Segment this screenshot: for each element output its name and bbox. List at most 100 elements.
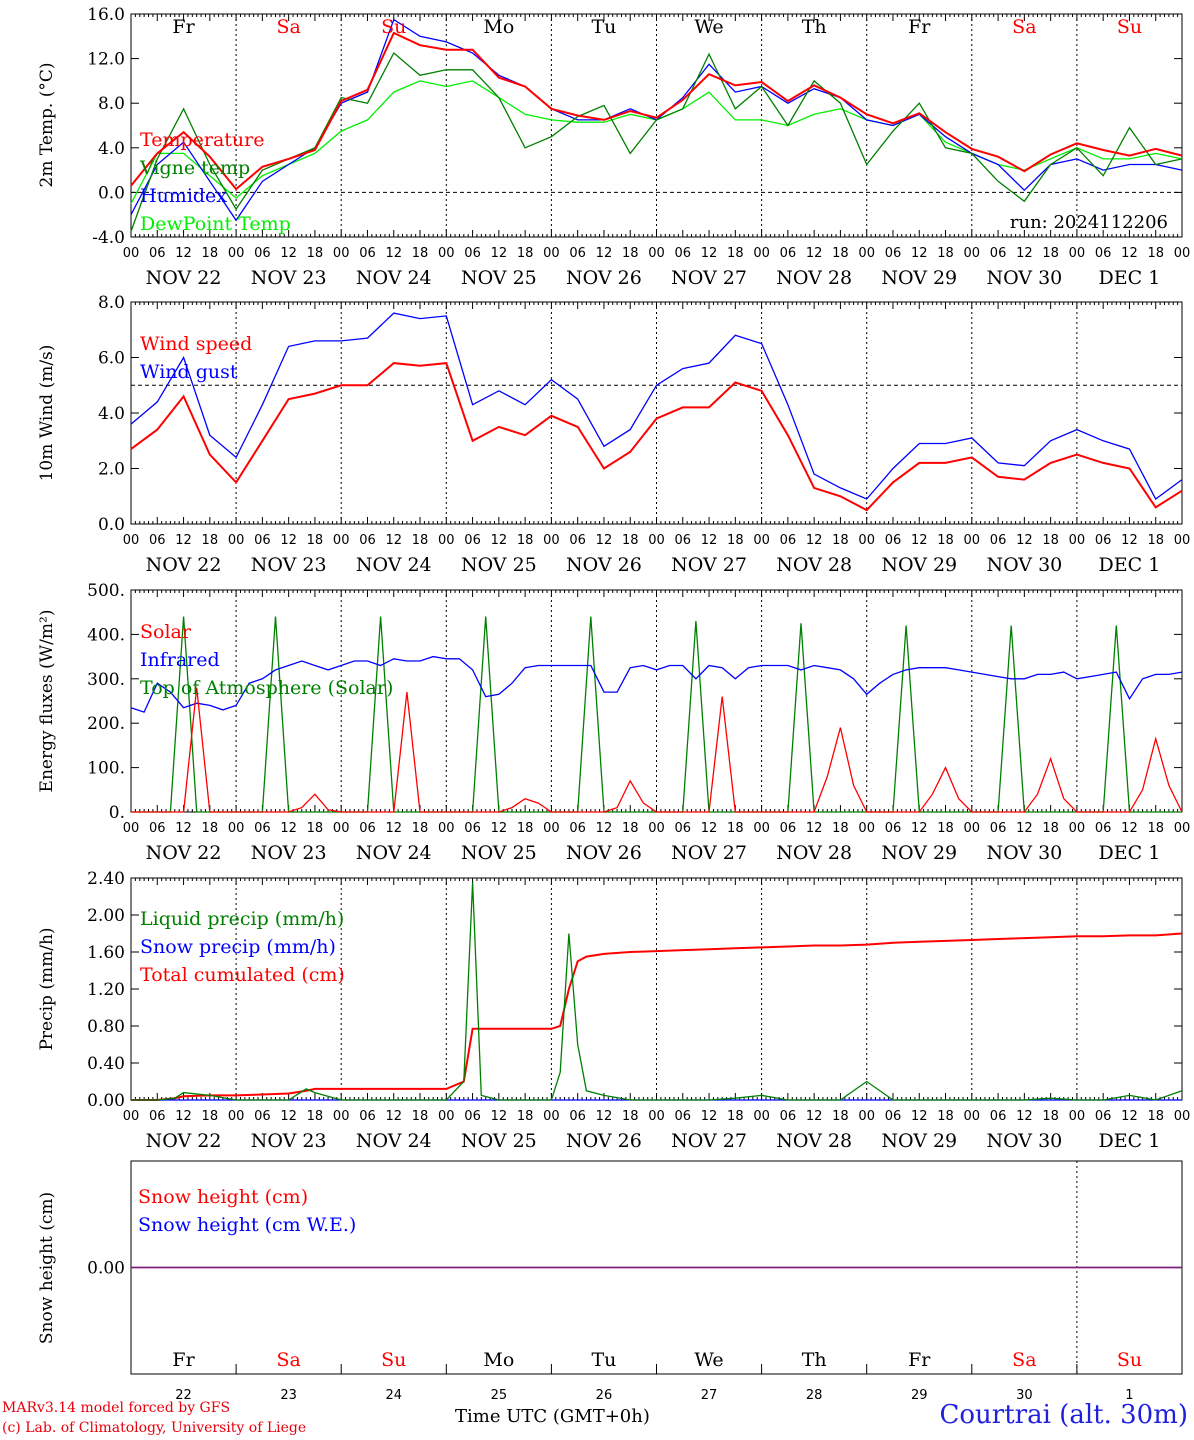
precip-date-label: NOV 25 (461, 1130, 537, 1152)
energy-hour-tick-label: 18 (937, 821, 954, 836)
temperature-ytick-label: 16.0 (87, 5, 125, 25)
temperature-hour-tick-label: 12 (491, 246, 508, 261)
temperature-hour-tick-label: 12 (175, 246, 192, 261)
precip-hour-tick-label: 06 (254, 1109, 271, 1124)
temperature-date-label: NOV 30 (986, 267, 1062, 289)
precip-hour-tick-label: 18 (202, 1109, 219, 1124)
wind-series-wind-speed (130, 362, 1183, 512)
precip-hour-tick-label: 06 (569, 1109, 586, 1124)
weekday-label-top: Su (1117, 16, 1142, 38)
snow-legend-1: Snow height (cm W.E.) (138, 1214, 356, 1236)
wind-hour-tick-label: 00 (438, 533, 455, 548)
wind-hour-tick-label: 18 (622, 533, 639, 548)
energy-date-label: NOV 27 (671, 842, 747, 864)
temperature-hour-tick-label: 00 (753, 246, 770, 261)
energy-hour-tick-label: 00 (1174, 821, 1191, 836)
temperature-series-temperature (130, 31, 1183, 191)
precip-hour-tick-label: 06 (990, 1109, 1007, 1124)
precip-ytick-label: 0.00 (87, 1091, 125, 1111)
temperature-legend-3: DewPoint Temp (140, 213, 291, 235)
energy-date-label: NOV 30 (986, 842, 1062, 864)
temperature-hour-tick-label: 06 (1095, 246, 1112, 261)
precip-hour-tick-label: 12 (806, 1109, 823, 1124)
weekday-label-bottom: Fr (908, 1349, 931, 1371)
temperature-hour-tick-label: 12 (280, 246, 297, 261)
energy-date-label: DEC 1 (1099, 842, 1161, 864)
temperature-hour-tick-label: 06 (359, 246, 376, 261)
wind-ytick-label: 2.0 (98, 460, 125, 480)
wind-hour-tick-label: 12 (911, 533, 928, 548)
precip-date-label: NOV 30 (986, 1130, 1062, 1152)
wind-hour-tick-label: 06 (675, 533, 692, 548)
weekday-label-bottom: We (694, 1349, 723, 1371)
temperature-hour-tick-label: 12 (1121, 246, 1138, 261)
precip-hour-tick-label: 06 (359, 1109, 376, 1124)
temperature-hour-tick-label: 12 (596, 246, 613, 261)
precip-ylabel: Precip (mm/h) (37, 927, 57, 1050)
precip-hour-tick-label: 12 (385, 1109, 402, 1124)
wind-hour-tick-label: 18 (517, 533, 534, 548)
energy-date-label: NOV 22 (146, 842, 222, 864)
energy-hour-tick-label: 00 (1069, 821, 1086, 836)
energy-date-label: NOV 28 (776, 842, 852, 864)
weekday-label-top: Tu (591, 16, 616, 38)
precip-date-label: NOV 26 (566, 1130, 642, 1152)
precip-hour-tick-label: 18 (517, 1109, 534, 1124)
energy-legend-1: Infrared (140, 649, 220, 671)
temperature-hour-tick-label: 06 (990, 246, 1007, 261)
energy-hour-tick-label: 06 (1095, 821, 1112, 836)
wind-date-label: NOV 29 (881, 554, 957, 576)
precip-hour-tick-label: 12 (280, 1109, 297, 1124)
snow-ytick-label: 0.00 (87, 1259, 125, 1279)
energy-hour-tick-label: 18 (412, 821, 429, 836)
energy-hour-tick-label: 18 (1147, 821, 1164, 836)
precip-hour-tick-label: 00 (543, 1109, 560, 1124)
precip-ytick-label: 2.00 (87, 906, 125, 926)
energy-hour-tick-label: 00 (333, 821, 350, 836)
precip-hour-tick-label: 18 (1147, 1109, 1164, 1124)
energy-hour-tick-label: 12 (596, 821, 613, 836)
temperature-date-label: NOV 22 (146, 267, 222, 289)
precip-hour-tick-label: 06 (1095, 1109, 1112, 1124)
wind-date-label: NOV 30 (986, 554, 1062, 576)
precip-legend-1: Snow precip (mm/h) (140, 936, 336, 958)
wind-ytick-label: 8.0 (98, 293, 125, 313)
wind-date-label: DEC 1 (1099, 554, 1161, 576)
wind-hour-tick-label: 12 (701, 533, 718, 548)
day-number-label: 26 (596, 1388, 613, 1403)
wind-hour-tick-label: 00 (333, 533, 350, 548)
temperature-hour-tick-label: 00 (648, 246, 665, 261)
energy-hour-tick-label: 00 (438, 821, 455, 836)
energy-ytick-label: 400. (87, 625, 125, 645)
weekday-label-top: Sa (276, 16, 300, 38)
precip-date-label: DEC 1 (1099, 1130, 1161, 1152)
wind-legend-0: Wind speed (140, 333, 252, 355)
temperature-hour-tick-label: 18 (412, 246, 429, 261)
day-number-label: 1 (1125, 1388, 1133, 1403)
energy-legend-0: Solar (140, 621, 192, 643)
precip-hour-tick-label: 00 (648, 1109, 665, 1124)
temperature-hour-tick-label: 12 (385, 246, 402, 261)
wind-hour-tick-label: 12 (385, 533, 402, 548)
wind-hour-tick-label: 12 (1121, 533, 1138, 548)
energy-hour-tick-label: 06 (675, 821, 692, 836)
precip-ytick-label: 0.80 (87, 1017, 125, 1037)
energy-hour-tick-label: 18 (307, 821, 324, 836)
wind-hour-tick-label: 00 (858, 533, 875, 548)
energy-hour-tick-label: 00 (543, 821, 560, 836)
precip-hour-tick-label: 12 (596, 1109, 613, 1124)
energy-hour-tick-label: 00 (648, 821, 665, 836)
temperature-hour-tick-label: 18 (727, 246, 744, 261)
precip-hour-tick-label: 00 (228, 1109, 245, 1124)
energy-hour-tick-label: 06 (359, 821, 376, 836)
weekday-label-top: Sa (1012, 16, 1036, 38)
weekday-label-bottom: Sa (1012, 1349, 1036, 1371)
temperature-hour-tick-label: 18 (307, 246, 324, 261)
wind-hour-tick-label: 00 (228, 533, 245, 548)
temperature-date-label: NOV 26 (566, 267, 642, 289)
energy-hour-tick-label: 00 (964, 821, 981, 836)
precip-hour-tick-label: 18 (1042, 1109, 1059, 1124)
temperature-ytick-label: -4.0 (92, 228, 125, 248)
wind-date-label: NOV 27 (671, 554, 747, 576)
